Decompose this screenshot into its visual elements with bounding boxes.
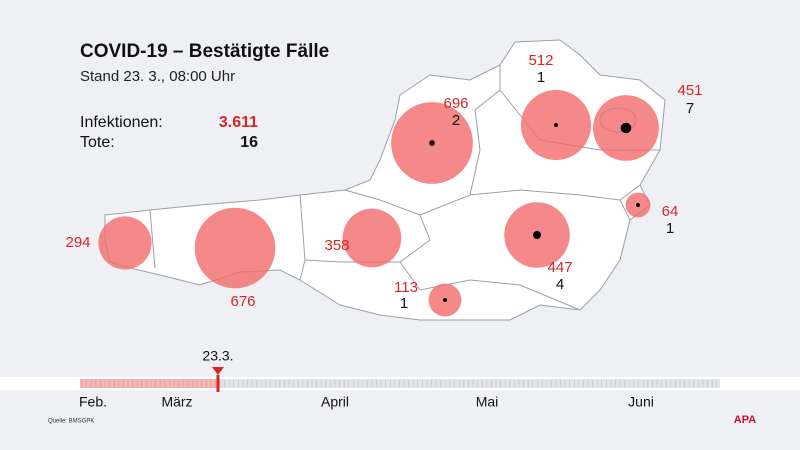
month-label: April <box>321 394 349 410</box>
timeline-progress <box>80 379 218 388</box>
timeline-marker-label: 23.3. <box>202 348 233 364</box>
month-label: März <box>161 394 192 410</box>
death-label: 2 <box>452 112 460 129</box>
death-label: 1 <box>666 220 674 237</box>
case-label: 512 <box>528 52 553 69</box>
case-bubble <box>194 207 276 289</box>
death-dot <box>443 298 447 302</box>
deaths-total: 16 <box>240 134 258 151</box>
death-dot <box>533 231 541 239</box>
case-bubble <box>342 208 402 268</box>
case-label: 676 <box>230 293 255 310</box>
death-dot <box>636 203 640 207</box>
subtitle: Stand 23. 3., 08:00 Uhr <box>80 68 235 85</box>
infections-label: Infektionen: <box>80 114 163 131</box>
death-label: 4 <box>556 276 564 293</box>
deaths-label: Tote: <box>80 134 115 151</box>
death-label: 1 <box>400 295 408 312</box>
timeline: 23.3. Feb. März April Mai Juni <box>0 348 800 410</box>
case-label: 451 <box>677 82 702 99</box>
case-label: 358 <box>324 237 349 254</box>
infections-total: 3.611 <box>219 114 258 131</box>
timeline-marker <box>212 367 224 375</box>
death-dot <box>620 122 632 134</box>
death-dot <box>429 140 435 146</box>
source: Quelle: BMSGPK <box>48 419 94 425</box>
case-label: 696 <box>443 95 468 112</box>
logo: APA <box>734 414 756 426</box>
case-bubble <box>98 216 152 270</box>
case-label: 113 <box>394 279 418 296</box>
case-label: 447 <box>547 259 572 276</box>
title: COVID-19 – Bestätigte Fälle <box>80 41 329 62</box>
death-dot <box>554 123 558 127</box>
month-label: Mai <box>476 394 499 410</box>
case-label: 294 <box>65 234 90 251</box>
death-label: 7 <box>686 100 694 117</box>
month-label: Juni <box>628 394 654 410</box>
timeline-days <box>80 379 720 388</box>
month-label: Feb. <box>79 394 107 410</box>
case-label: 64 <box>662 203 679 220</box>
death-label: 1 <box>537 69 545 86</box>
